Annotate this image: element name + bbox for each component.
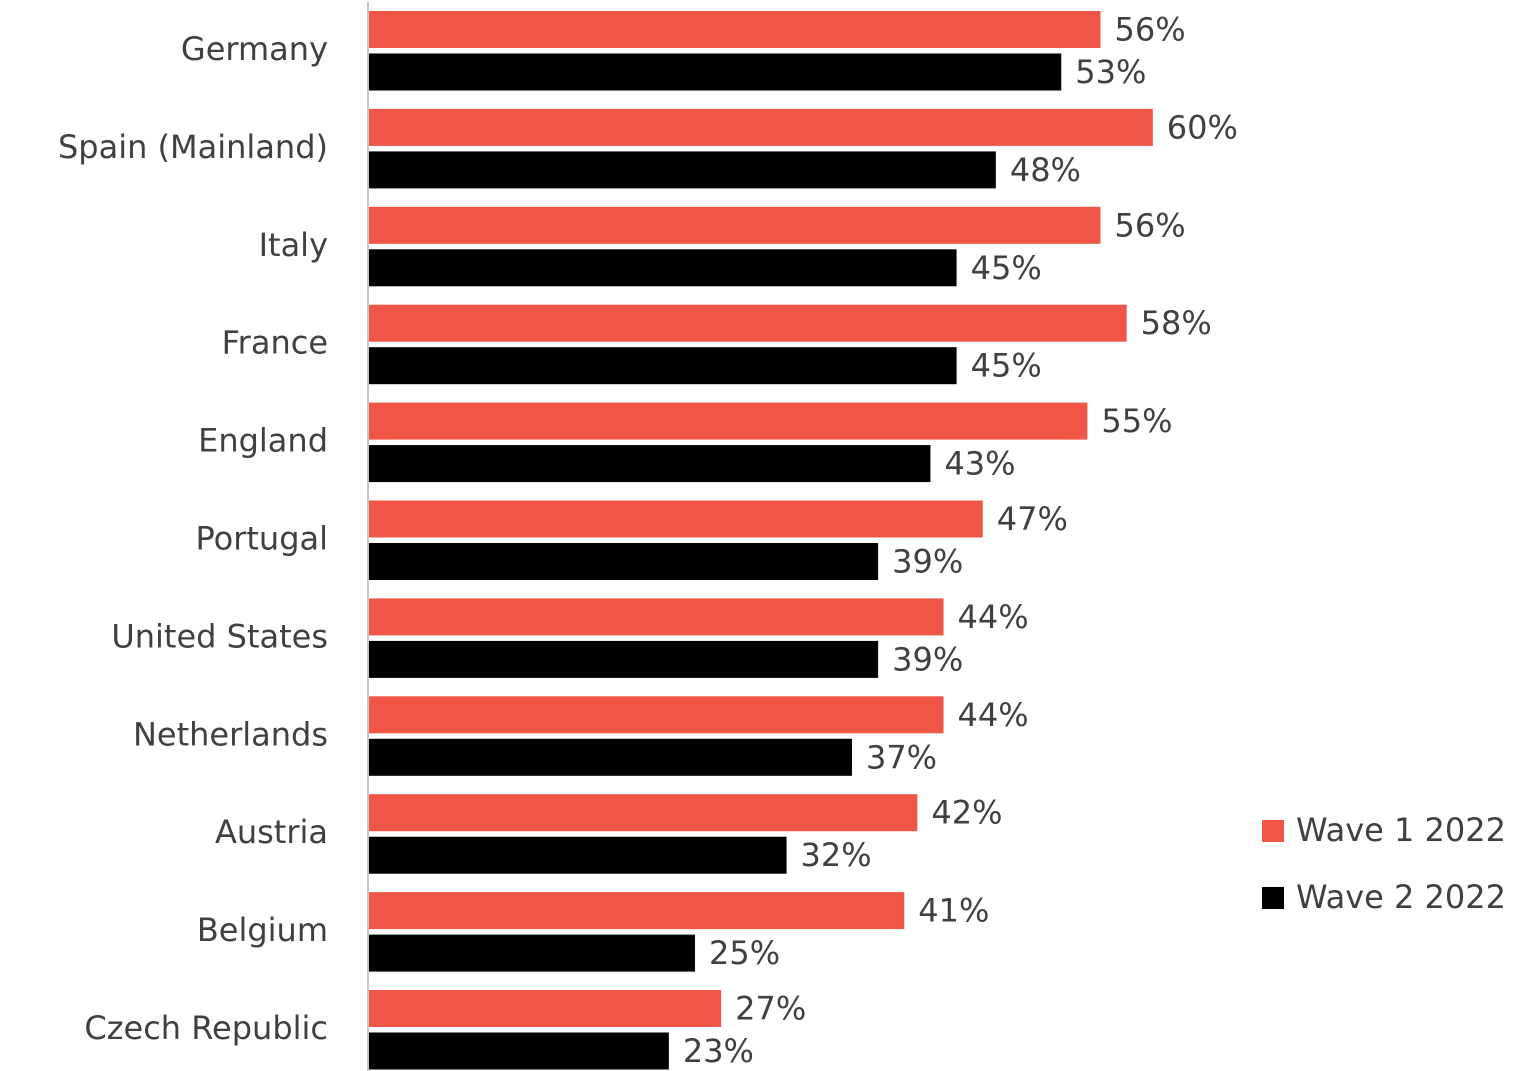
legend-label-wave-1: Wave 1 2022 (1296, 811, 1506, 849)
bar-wave-2 (368, 836, 787, 874)
category-label: Netherlands (133, 715, 328, 753)
category-label: United States (111, 617, 328, 655)
bar-wave-1 (368, 108, 1153, 146)
bar-wave-1 (368, 402, 1088, 440)
category-label: Belgium (197, 911, 328, 949)
data-label: 32% (801, 836, 872, 874)
data-label: 39% (892, 543, 963, 581)
bar-wave-1 (368, 11, 1101, 48)
data-label: 44% (958, 696, 1029, 734)
legend-label-wave-2: Wave 2 2022 (1296, 878, 1506, 916)
bar-wave-2 (368, 934, 695, 972)
data-label: 45% (971, 249, 1042, 287)
bar-wave-2 (368, 445, 931, 483)
data-label: 47% (997, 500, 1068, 538)
bar-wave-2 (368, 738, 852, 776)
category-label: France (222, 324, 328, 362)
bar-wave-1 (368, 206, 1101, 244)
data-label: 41% (918, 892, 989, 930)
data-label: 45% (971, 347, 1042, 385)
bar-wave-2 (368, 543, 879, 580)
bar-wave-2 (368, 249, 957, 287)
category-label: Austria (215, 813, 328, 851)
data-label: 43% (944, 445, 1015, 483)
category-label: Germany (181, 30, 328, 68)
bar-wave-2 (368, 151, 996, 189)
data-label: 58% (1141, 304, 1212, 342)
bar-wave-1 (368, 990, 722, 1027)
data-label: 42% (931, 794, 1002, 832)
data-label: 48% (1010, 151, 1081, 189)
category-label: Spain (Mainland) (58, 128, 328, 166)
bar-wave-2 (368, 347, 957, 385)
legend: Wave 1 2022 Wave 2 2022 (1262, 811, 1506, 916)
plot-area: Germany 56% 53% Spain (Mainland) 60% 48% Italy… (58, 11, 1238, 1071)
bar-wave-1 (368, 696, 944, 734)
data-label: 56% (1114, 206, 1185, 244)
bar-wave-1 (368, 794, 918, 832)
bar-wave-2 (368, 53, 1062, 91)
category-label: Italy (259, 226, 328, 264)
data-label: 55% (1101, 402, 1172, 440)
bar-wave-1 (368, 598, 944, 636)
category-label: Czech Republic (84, 1009, 328, 1047)
data-label: 60% (1167, 108, 1238, 146)
category-label: England (198, 422, 328, 460)
bar-wave-1 (368, 304, 1127, 342)
bar-wave-2 (368, 1032, 669, 1070)
category-label: Portugal (195, 520, 328, 558)
data-label: 56% (1114, 11, 1185, 49)
data-label: 37% (866, 738, 937, 776)
data-label: 27% (735, 990, 806, 1028)
legend-swatch-wave-1 (1262, 820, 1284, 842)
data-label: 23% (683, 1032, 754, 1070)
legend-swatch-wave-2 (1262, 887, 1284, 909)
data-label: 25% (709, 934, 780, 972)
bar-wave-2 (368, 640, 879, 678)
data-label: 39% (892, 640, 963, 678)
data-label: 44% (958, 598, 1029, 636)
data-label: 53% (1075, 53, 1146, 91)
bar-wave-1 (368, 892, 905, 930)
bar-wave-1 (368, 500, 983, 538)
